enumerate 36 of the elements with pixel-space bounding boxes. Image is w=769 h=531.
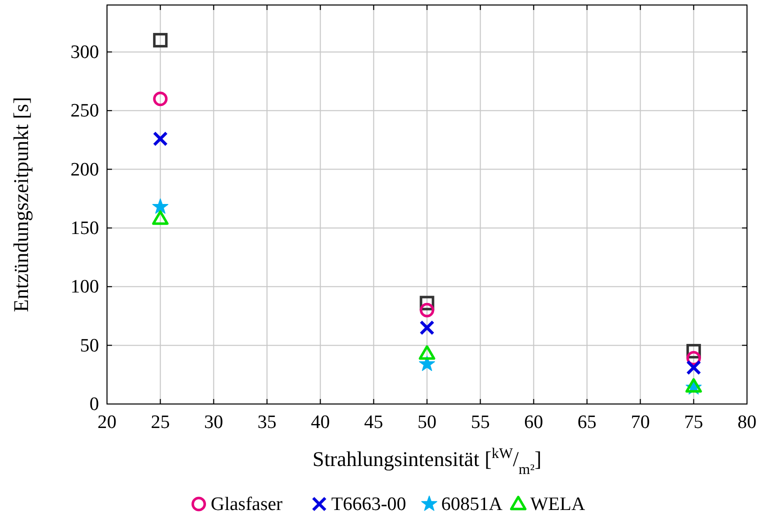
x-tick-label: 40 bbox=[310, 412, 330, 433]
x-tick-label: 30 bbox=[204, 412, 224, 433]
point bbox=[153, 32, 168, 48]
x-tick-label: 55 bbox=[470, 412, 490, 433]
point bbox=[420, 320, 434, 336]
y-tick-label: 50 bbox=[80, 335, 99, 356]
point bbox=[152, 210, 169, 225]
point bbox=[152, 131, 168, 146]
point bbox=[152, 198, 168, 214]
y-axis-title: Entzündungszeitpunkt [s] bbox=[9, 96, 33, 312]
x-axis-title: Strahlungsintensität [$^{kW}$/$_{m²}$] bbox=[312, 446, 542, 478]
y-tick-label: 300 bbox=[70, 42, 99, 63]
x-tick-label: 50 bbox=[418, 412, 436, 433]
legend-label: 60851A bbox=[441, 494, 503, 515]
x-tick-label: 25 bbox=[150, 412, 170, 433]
x-tick-label: 45 bbox=[364, 412, 384, 433]
legend-label: WELA bbox=[530, 494, 586, 515]
x-tick-label: 35 bbox=[258, 412, 276, 433]
y-tick-label: 150 bbox=[70, 218, 99, 239]
x-tick-label: 65 bbox=[578, 412, 596, 433]
y-tick-label: 200 bbox=[70, 159, 99, 180]
x-tick-label: 80 bbox=[738, 412, 756, 433]
legend-label: T6663-00 bbox=[331, 494, 406, 515]
point bbox=[418, 345, 436, 360]
point bbox=[153, 92, 168, 106]
x-tick-label: 70 bbox=[630, 412, 650, 433]
legend-label: Glasfaser bbox=[210, 494, 284, 515]
x-tick-label: 60 bbox=[524, 412, 544, 433]
point bbox=[686, 360, 702, 376]
point bbox=[420, 302, 434, 318]
x-tick-label: 75 bbox=[684, 412, 704, 433]
y-tick-label: 0 bbox=[90, 394, 99, 415]
point bbox=[418, 356, 436, 371]
x-tick-label: 20 bbox=[98, 412, 116, 433]
y-tick-label: 100 bbox=[70, 276, 99, 298]
y-tick-label: 250 bbox=[70, 100, 99, 122]
